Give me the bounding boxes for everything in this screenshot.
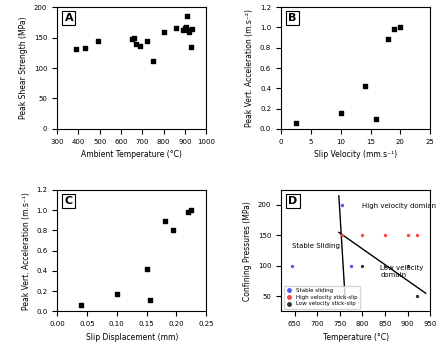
X-axis label: Slip Displacement (mm): Slip Displacement (mm) (85, 333, 177, 342)
Point (181, 26, 188, 32)
Point (170, 227, 177, 233)
Point (73, 46, 80, 52)
Point (187, 207, 194, 213)
Point (77, 303, 84, 308)
X-axis label: Ambient Temperature (°C): Ambient Temperature (°C) (81, 150, 182, 159)
Point (182, 24, 189, 29)
High velocity stick-slip (338, 233, 345, 238)
Text: Stable Sliding: Stable Sliding (292, 243, 339, 248)
Legend: Stable sliding, High velocity stick-slip, Low velocity stick-slip: Stable sliding, High velocity stick-slip… (283, 286, 359, 309)
Text: C: C (64, 196, 73, 206)
Point (146, 297, 153, 303)
Text: High velocity domian: High velocity domian (361, 203, 435, 209)
Point (136, 43, 143, 49)
Text: D: D (288, 196, 297, 206)
Low velocity stick-slip (412, 294, 419, 299)
High velocity stick-slip (381, 233, 388, 238)
Y-axis label: Peak Shear Strength (MPa): Peak Shear Strength (MPa) (19, 17, 28, 119)
Point (396, 25, 403, 30)
Point (184, 27, 191, 33)
Point (187, 44, 194, 49)
Text: A: A (64, 13, 73, 23)
Point (149, 58, 156, 64)
Text: Low velocity
domain: Low velocity domain (380, 265, 423, 278)
High velocity stick-slip (403, 233, 410, 238)
Y-axis label: Peak Vert. Acceleration (m.s⁻¹): Peak Vert. Acceleration (m.s⁻¹) (21, 192, 31, 310)
Point (161, 218, 168, 224)
Point (160, 29, 167, 35)
High velocity stick-slip (358, 233, 365, 238)
Point (143, 266, 150, 272)
Stable sliding (347, 263, 354, 268)
Point (360, 83, 367, 89)
Point (184, 209, 191, 215)
Point (390, 26, 397, 32)
Point (384, 36, 391, 42)
Point (336, 110, 343, 116)
Low velocity stick-slip (381, 263, 388, 268)
X-axis label: Temperature (°C): Temperature (°C) (322, 333, 388, 342)
Point (179, 28, 186, 33)
Stable sliding (288, 263, 295, 268)
Point (372, 116, 379, 122)
Y-axis label: Peak Vert. Acceleration (m.s⁻²): Peak Vert. Acceleration (m.s⁻²) (245, 9, 254, 127)
Point (338, 202, 345, 208)
Low velocity stick-slip (358, 263, 365, 268)
Point (185, 29, 192, 34)
Y-axis label: Confining Pressures (MPa): Confining Pressures (MPa) (243, 201, 251, 300)
Point (173, 26, 180, 32)
X-axis label: Slip Velocity (mm.s⁻¹): Slip Velocity (mm.s⁻¹) (313, 150, 396, 159)
Point (183, 13, 190, 19)
Point (81, 45, 88, 51)
Text: B: B (288, 13, 296, 23)
Point (94, 38, 101, 44)
Point (143, 38, 150, 44)
Point (130, 35, 137, 40)
Point (113, 291, 120, 297)
Point (132, 41, 139, 47)
Point (128, 36, 135, 42)
High velocity stick-slip (412, 233, 419, 238)
Point (188, 26, 195, 32)
Point (292, 120, 299, 126)
Low velocity stick-slip (403, 263, 410, 268)
